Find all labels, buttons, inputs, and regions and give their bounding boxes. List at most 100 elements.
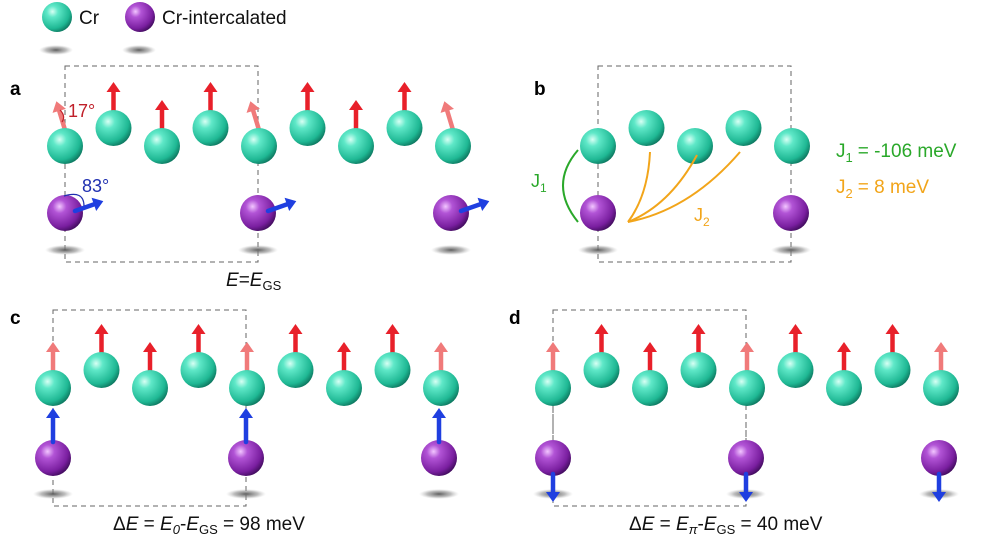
panel-a-intercalated-spin-2 <box>458 197 490 214</box>
panel-b-shadow-0 <box>578 245 618 255</box>
panel-c-cr-spin-8 <box>434 342 448 375</box>
panel-c-intercalated-spin-0 <box>46 408 60 445</box>
caption-c: ΔE = E0-EGS = 98 meV <box>113 514 305 537</box>
panel-a-cr-spin-8 <box>440 101 456 133</box>
panel-d-intercalated-spin-0 <box>546 471 560 502</box>
panel-d-intercalated-atom-1 <box>728 440 764 476</box>
panel-label-b: b <box>534 79 546 100</box>
panel-a-intercalated-spin-1 <box>265 197 297 214</box>
panel-d-cr-atom-0 <box>535 370 571 406</box>
panel-d-cr-spin-2 <box>643 342 657 375</box>
panel-d-cr-atom-1 <box>583 352 620 388</box>
panel-c-intercalated-spin-1 <box>239 408 253 445</box>
legend-cr-intercalated-swatch <box>122 2 156 55</box>
panel-b-intercalated-atom-0 <box>580 195 616 231</box>
panel-c-cr-spin-1 <box>94 324 109 357</box>
panel-b-shadow-1 <box>771 245 811 255</box>
panel-d-cr-spin-1 <box>594 324 609 357</box>
panel-c-intercalated-atom-2 <box>421 440 457 476</box>
angle-label-17: 17° <box>68 101 95 121</box>
panel-d-intercalated-atom-2 <box>921 440 957 476</box>
panel-label-d: d <box>509 308 521 329</box>
panel-label-c: c <box>10 308 21 329</box>
panel-a-shadow-0 <box>45 245 85 255</box>
panel-a-cr-atom-2 <box>144 128 180 164</box>
panel-d-cr-atom-7 <box>874 352 911 388</box>
caption-d: ΔE = Eπ-EGS = 40 meV <box>629 514 823 537</box>
panel-c-cr-spin-2 <box>143 342 157 375</box>
angle-label-83: 83° <box>82 176 109 196</box>
legend: Cr Cr-intercalated <box>39 2 287 55</box>
panel-a-cr-spin-7 <box>397 82 412 115</box>
panel-d-cr-atom-2 <box>632 370 668 406</box>
panel-c-cr-spin-3 <box>191 324 206 357</box>
panel-d-cr-atom-4 <box>729 370 765 406</box>
panel-a-intercalated-atom-2 <box>433 195 469 231</box>
j2-label: J2 <box>694 205 710 229</box>
unit-cell-b <box>597 65 792 263</box>
panel-c-cr-atom-4 <box>229 370 265 406</box>
panel-c-cr-spin-6 <box>337 342 351 375</box>
panel-c-intercalated-atom-0 <box>35 440 71 476</box>
panel-d-intercalated-spin-1 <box>739 471 753 502</box>
panel-label-a: a <box>10 79 21 100</box>
panel-d-intercalated-atom-0 <box>535 440 571 476</box>
panel-a-cr-spin-0 <box>52 101 68 133</box>
panel-a-cr-atom-0 <box>47 128 83 164</box>
panel-d-cr-atom-6 <box>826 370 862 406</box>
panel-a-cr-atom-1 <box>95 110 132 146</box>
angle-annotation-surface: 17° <box>59 101 95 123</box>
panel-c-shadow-2 <box>419 489 459 499</box>
panel-a-cr-atom-3 <box>192 110 229 146</box>
panel-d-cr-atom-8 <box>923 370 959 406</box>
panel-c-intercalated-atom-1 <box>228 440 264 476</box>
exchange-paths <box>562 149 741 223</box>
panel-c-cr-atom-6 <box>326 370 362 406</box>
j1-path <box>562 149 579 223</box>
panel-a-cr-spin-2 <box>155 100 169 133</box>
panel-a-cr-spin-5 <box>300 82 315 115</box>
panel-c-cr-atom-7 <box>374 352 411 388</box>
panel-d-cr-spin-8 <box>934 342 948 375</box>
panel-a-shadow-1 <box>238 245 278 255</box>
panel-c-cr-spin-7 <box>385 324 400 357</box>
panel-a-cr-atom-8 <box>435 128 471 164</box>
panel-a-shadow-2 <box>431 245 471 255</box>
panel-a-cr-atom-5 <box>289 110 326 146</box>
panel-b-intercalated-atom-1 <box>773 195 809 231</box>
panel-a-cr-spin-4 <box>246 101 262 133</box>
unit-cell-a <box>64 65 259 263</box>
panel-b-cr-atom-3 <box>725 110 762 146</box>
panel-c-shadow-0 <box>33 489 73 499</box>
panel-a-cr-spin-1 <box>106 82 121 115</box>
unit-cell-c <box>52 309 247 507</box>
legend-cr-label: Cr <box>79 8 100 29</box>
panel-c-cr-atom-3 <box>180 352 217 388</box>
panel-a-cr-atom-6 <box>338 128 374 164</box>
panel-c-shadow-1 <box>226 489 266 499</box>
panel-c-cr-atom-5 <box>277 352 314 388</box>
legend-cr-intercalated-label: Cr-intercalated <box>162 8 287 29</box>
panel-a-cr-atom-7 <box>386 110 423 146</box>
panel-c-cr-atom-1 <box>83 352 120 388</box>
panel-a-cr-spin-6 <box>349 100 363 133</box>
panel-c-cr-atom-2 <box>132 370 168 406</box>
j1-label: J1 <box>531 171 547 195</box>
j1-value: J1 = -106 meV <box>836 141 957 165</box>
panel-b-cr-atom-4 <box>774 128 810 164</box>
caption-a: E=EGS <box>226 270 282 293</box>
panel-a-intercalated-atom-1 <box>240 195 276 231</box>
panel-d-intercalated-spin-2 <box>932 471 946 502</box>
panel-d-cr-atom-3 <box>680 352 717 388</box>
panel-c-cr-spin-5 <box>288 324 303 357</box>
unit-cell-d <box>552 309 747 507</box>
panel-c-cr-spin-0 <box>46 342 60 375</box>
panel-a-cr-atom-4 <box>241 128 277 164</box>
panel-b-cr-atom-1 <box>628 110 665 146</box>
j2-path-3 <box>627 151 741 223</box>
panel-c-cr-atom-0 <box>35 370 71 406</box>
panel-b-cr-atom-0 <box>580 128 616 164</box>
panel-d-cr-spin-3 <box>691 324 706 357</box>
panel-d-cr-spin-5 <box>788 324 803 357</box>
